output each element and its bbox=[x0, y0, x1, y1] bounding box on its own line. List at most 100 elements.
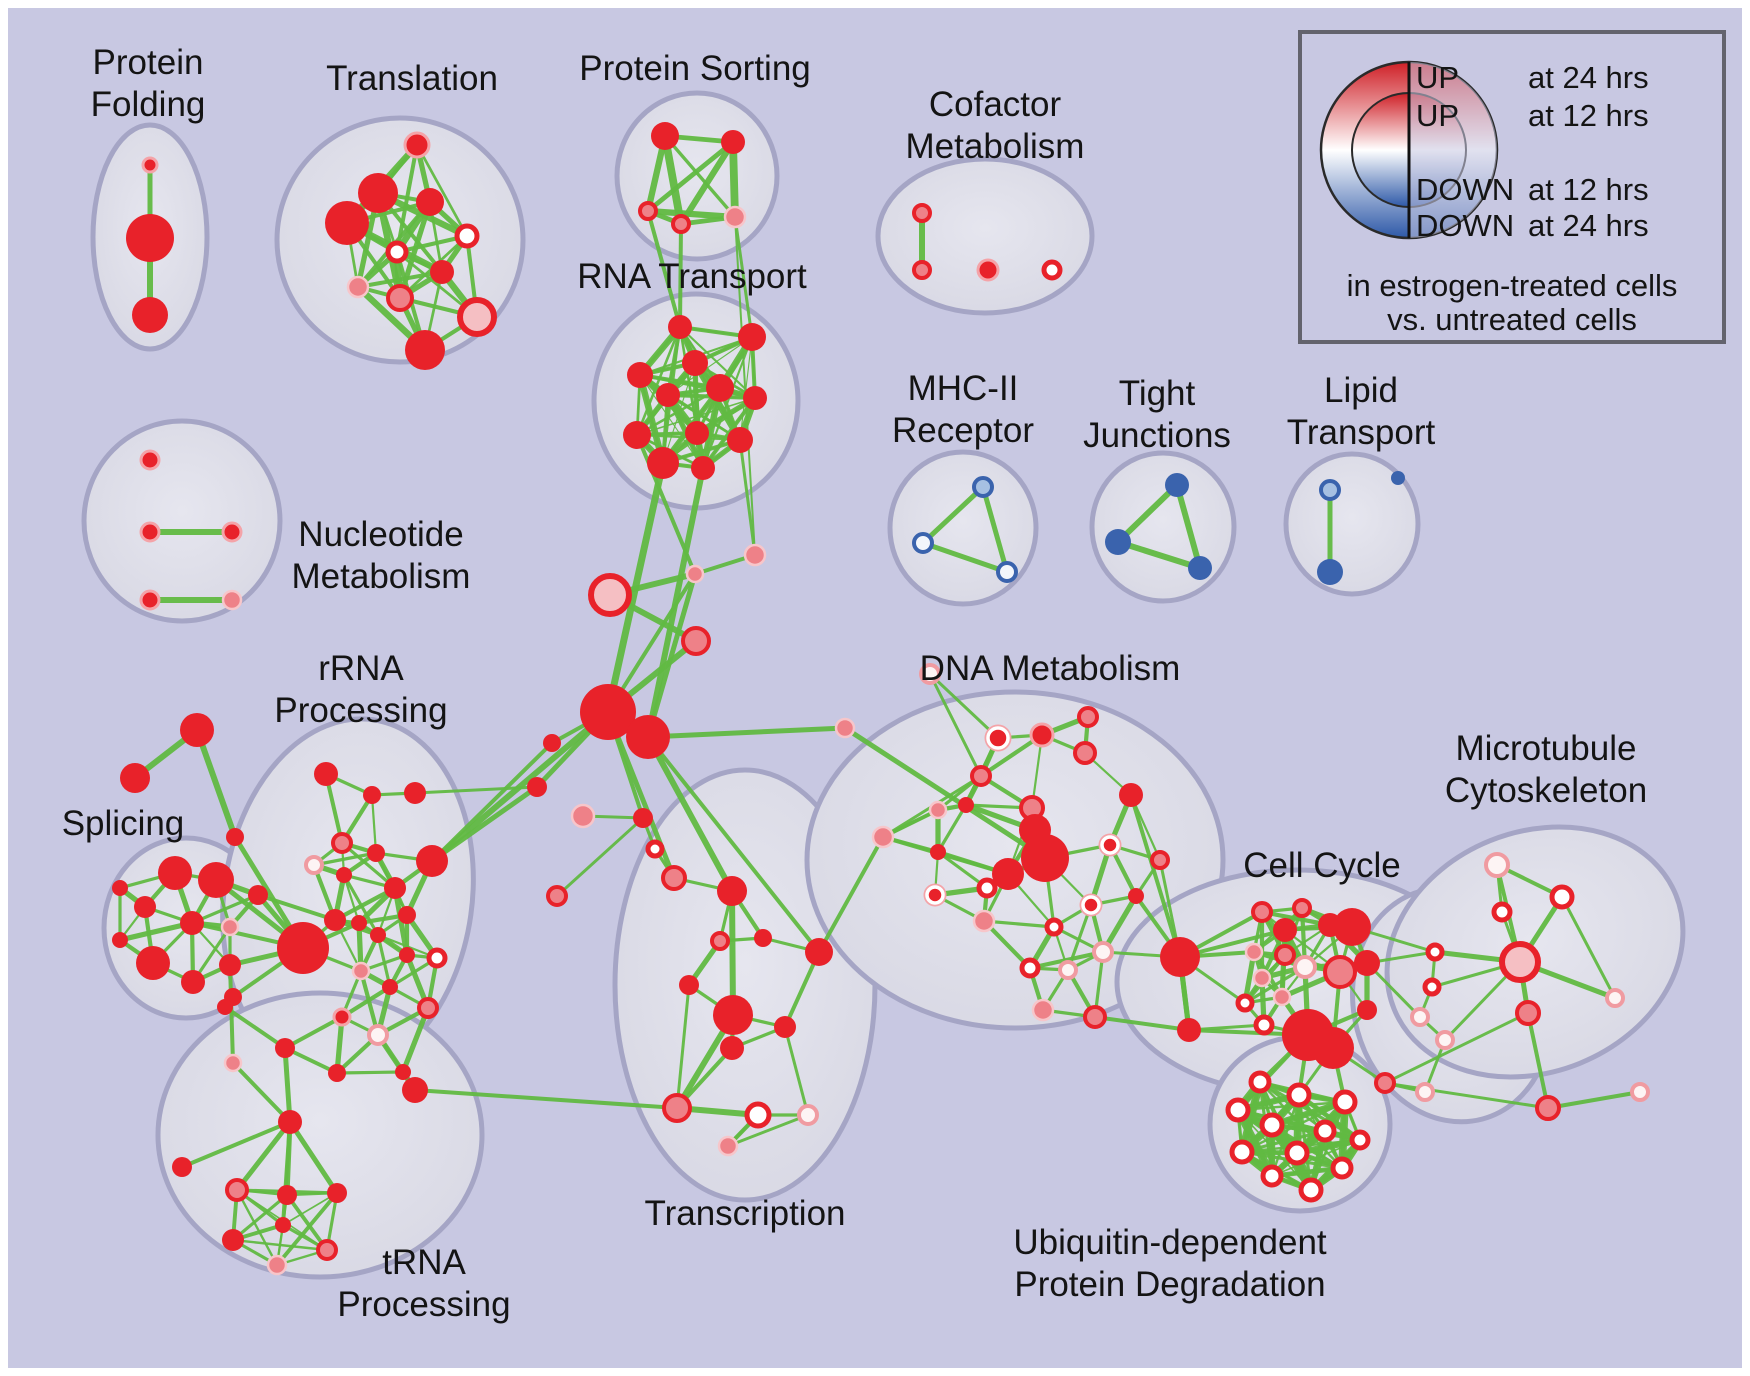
node-d14 bbox=[1100, 835, 1120, 855]
edge-mesh-ps bbox=[729, 138, 739, 221]
node-g4 bbox=[331, 832, 353, 854]
node-e7 bbox=[1274, 944, 1296, 966]
node-g6 bbox=[367, 844, 385, 862]
node-t10 bbox=[457, 297, 497, 337]
edge-mesh-rrna bbox=[400, 1005, 431, 1075]
edge-mesh-rna bbox=[662, 397, 756, 464]
legend-box bbox=[1298, 30, 1726, 344]
node-m1 bbox=[972, 476, 994, 498]
node-n5 bbox=[221, 589, 243, 611]
node-cf4 bbox=[1041, 259, 1063, 281]
node-d19 bbox=[972, 909, 996, 933]
node-x12 bbox=[720, 1036, 744, 1060]
edge-mesh-ub bbox=[1240, 1129, 1327, 1154]
edge-ps4-r1 bbox=[678, 222, 683, 329]
node-k11 bbox=[266, 1254, 288, 1276]
node-n3 bbox=[221, 521, 243, 543]
edge-mc5-mt8 bbox=[1383, 1081, 1550, 1110]
legend-time-label: at 24 hrs bbox=[1528, 60, 1649, 95]
node-g17 bbox=[426, 947, 448, 969]
node-s10 bbox=[112, 880, 128, 896]
cluster-ellipse-trna-processing bbox=[155, 990, 485, 1280]
node-e14 bbox=[1253, 1014, 1275, 1036]
edge-mesh-kx bbox=[235, 1188, 279, 1267]
node-r10 bbox=[727, 427, 753, 453]
node-c1 bbox=[588, 573, 632, 617]
cluster-ellipse-lipid-transport bbox=[1283, 451, 1421, 597]
cluster-label-rrna-processing: Processing bbox=[274, 691, 447, 730]
node-s11 bbox=[112, 932, 128, 948]
edge-mesh-ps bbox=[677, 138, 737, 228]
cluster-label-dna-metabolism: DNA Metabolism bbox=[920, 649, 1181, 688]
node-d22 bbox=[1019, 957, 1041, 979]
node-ps2 bbox=[721, 130, 745, 154]
node-cf2 bbox=[912, 260, 932, 280]
node-tj3 bbox=[1188, 556, 1212, 580]
edge-g3-h4 bbox=[413, 785, 539, 795]
node-g18 bbox=[382, 979, 398, 995]
cluster-label-microtubule: Microtubule bbox=[1456, 729, 1637, 768]
edge-ps3-r1 bbox=[646, 209, 682, 329]
cluster-label-rna-transport: RNA Transport bbox=[577, 257, 807, 296]
node-s7 bbox=[220, 917, 240, 937]
node-ps4 bbox=[671, 214, 691, 234]
node-s2 bbox=[198, 862, 234, 898]
node-ps3 bbox=[638, 201, 658, 221]
cluster-label-cofactor-metabolism: Cofactor bbox=[929, 85, 1062, 124]
node-e1 bbox=[1251, 901, 1273, 923]
node-k1 bbox=[217, 999, 233, 1015]
cluster-label-trna-processing: tRNA bbox=[382, 1243, 466, 1282]
node-b1 bbox=[834, 717, 856, 739]
legend-direction-label: UP bbox=[1416, 98, 1459, 133]
edge-mesh-rna bbox=[635, 325, 682, 437]
node-h4 bbox=[527, 777, 547, 797]
edge-m1-m3 bbox=[980, 484, 1010, 575]
node-mc4 bbox=[1435, 1030, 1455, 1050]
node-k7 bbox=[277, 1185, 297, 1205]
node-g25 bbox=[402, 1077, 428, 1103]
node-r5 bbox=[706, 374, 734, 402]
node-x16 bbox=[717, 1135, 739, 1157]
edge-mesh-rrna bbox=[335, 1070, 405, 1075]
node-x4 bbox=[717, 876, 747, 906]
edge-mesh-rna bbox=[638, 373, 757, 400]
legend-text: UP at 24 hrs UP at 12 hrs DOWN at 12 hrs DOWN a… bbox=[1347, 60, 1678, 337]
node-g1 bbox=[314, 762, 338, 786]
node-pf2 bbox=[126, 214, 174, 262]
edge-c2-h2 bbox=[645, 571, 698, 740]
node-m2 bbox=[912, 532, 934, 554]
node-tj2 bbox=[1105, 529, 1131, 555]
node-e12 bbox=[1272, 987, 1292, 1007]
node-cf3 bbox=[976, 258, 1000, 282]
node-l8 bbox=[1177, 1018, 1201, 1042]
node-d24 bbox=[1092, 941, 1114, 963]
edge-g25-x13 bbox=[413, 1088, 679, 1110]
edge-k5-k4 bbox=[180, 1120, 292, 1169]
node-g19 bbox=[417, 997, 439, 1019]
node-lt3 bbox=[1391, 471, 1405, 485]
cluster-ellipse-cofactor-metabolism bbox=[875, 156, 1095, 316]
cluster-label-ubiquitin: Protein Degradation bbox=[1014, 1265, 1325, 1304]
edge-mesh-rrna bbox=[312, 851, 378, 867]
edge-mesh-kx bbox=[282, 1192, 338, 1226]
node-g3 bbox=[404, 782, 426, 804]
node-g10 bbox=[277, 922, 329, 974]
edge-mesh-ub bbox=[1270, 1166, 1344, 1178]
node-c3 bbox=[743, 543, 767, 567]
node-x2 bbox=[645, 839, 665, 859]
node-mc1 bbox=[1425, 942, 1445, 962]
node-g12 bbox=[351, 915, 367, 931]
edge-tj1-tj2 bbox=[1115, 482, 1180, 545]
node-t6 bbox=[385, 240, 409, 264]
cluster-label-cofactor-metabolism: Metabolism bbox=[906, 127, 1085, 166]
node-lt1 bbox=[1319, 479, 1341, 501]
node-k2 bbox=[275, 1038, 295, 1058]
edge-h2-x4 bbox=[645, 734, 735, 894]
node-l7 bbox=[1083, 1005, 1107, 1029]
node-pf3 bbox=[132, 297, 168, 333]
cluster-label-rrna-processing: rRNA bbox=[318, 649, 404, 688]
node-layer bbox=[112, 122, 1650, 1276]
node-e13 bbox=[1235, 993, 1255, 1013]
node-s5 bbox=[136, 946, 170, 980]
